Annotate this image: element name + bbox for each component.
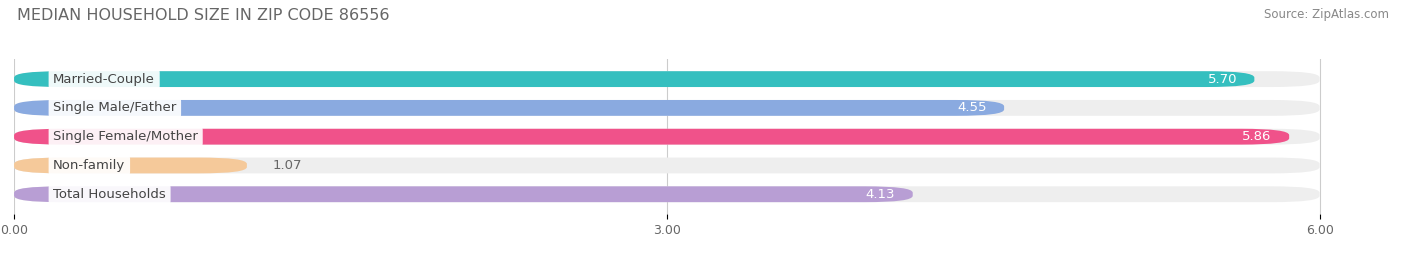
FancyBboxPatch shape <box>14 100 1004 116</box>
FancyBboxPatch shape <box>14 129 1320 145</box>
Text: Single Male/Father: Single Male/Father <box>53 101 177 114</box>
FancyBboxPatch shape <box>14 186 1320 202</box>
FancyBboxPatch shape <box>14 71 1254 87</box>
Text: Source: ZipAtlas.com: Source: ZipAtlas.com <box>1264 8 1389 21</box>
FancyBboxPatch shape <box>14 158 247 173</box>
Text: 4.55: 4.55 <box>957 101 987 114</box>
Text: MEDIAN HOUSEHOLD SIZE IN ZIP CODE 86556: MEDIAN HOUSEHOLD SIZE IN ZIP CODE 86556 <box>17 8 389 23</box>
FancyBboxPatch shape <box>14 71 1320 87</box>
Text: Married-Couple: Married-Couple <box>53 73 155 85</box>
Text: Non-family: Non-family <box>53 159 125 172</box>
FancyBboxPatch shape <box>14 158 1320 173</box>
Text: 4.13: 4.13 <box>866 188 896 201</box>
Text: 5.86: 5.86 <box>1243 130 1272 143</box>
FancyBboxPatch shape <box>14 186 912 202</box>
FancyBboxPatch shape <box>14 129 1289 145</box>
FancyBboxPatch shape <box>14 100 1320 116</box>
Text: Single Female/Mother: Single Female/Mother <box>53 130 198 143</box>
Text: 1.07: 1.07 <box>273 159 302 172</box>
Text: Total Households: Total Households <box>53 188 166 201</box>
Text: 5.70: 5.70 <box>1208 73 1237 85</box>
